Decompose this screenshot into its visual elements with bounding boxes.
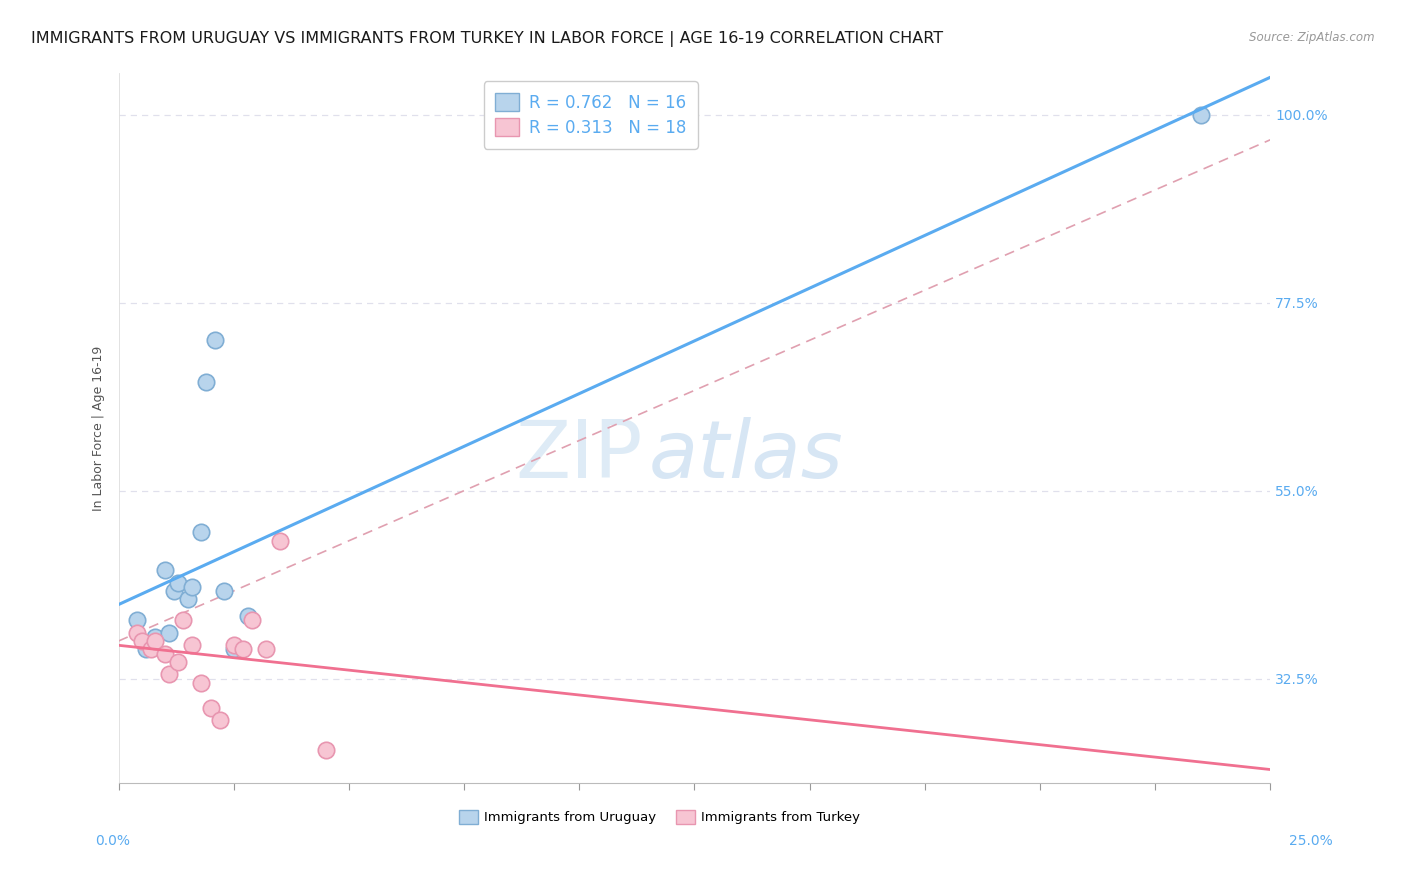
Point [125,625,148,640]
Point [200,701,222,715]
Legend: Immigrants from Uruguay, Immigrants from Turkey: Immigrants from Uruguay, Immigrants from… [454,805,866,830]
Point [163,583,186,598]
Point [153,563,176,577]
Point [157,667,180,681]
Point [176,592,198,607]
Point [208,714,231,728]
Point [167,575,190,590]
Point [214,583,236,598]
Text: 0.0%: 0.0% [96,834,131,848]
Point [157,625,180,640]
Point [222,638,245,652]
Point [195,375,218,389]
Point [236,609,259,624]
Text: 25.0%: 25.0% [1289,834,1333,848]
Point [153,647,176,661]
Point [172,613,194,627]
Point [181,638,204,652]
Point [254,642,277,657]
Point [139,642,162,657]
Y-axis label: In Labor Force | Age 16-19: In Labor Force | Age 16-19 [93,345,105,510]
Point [167,655,190,669]
Text: IMMIGRANTS FROM URUGUAY VS IMMIGRANTS FROM TURKEY IN LABOR FORCE | AGE 16-19 COR: IMMIGRANTS FROM URUGUAY VS IMMIGRANTS FR… [31,31,943,47]
Point [232,642,254,657]
Text: ZIP: ZIP [515,417,643,495]
Point [135,642,157,657]
Point [190,525,212,540]
Point [315,742,337,756]
Point [190,675,212,690]
Point [269,533,291,548]
Point [131,634,153,648]
Text: atlas: atlas [648,417,844,495]
Point [145,634,167,648]
Point [125,613,148,627]
Point [204,333,226,347]
Point [1189,108,1212,122]
Point [145,630,167,644]
Text: Source: ZipAtlas.com: Source: ZipAtlas.com [1250,31,1375,45]
Point [222,642,245,657]
Point [181,580,204,594]
Point [240,613,263,627]
